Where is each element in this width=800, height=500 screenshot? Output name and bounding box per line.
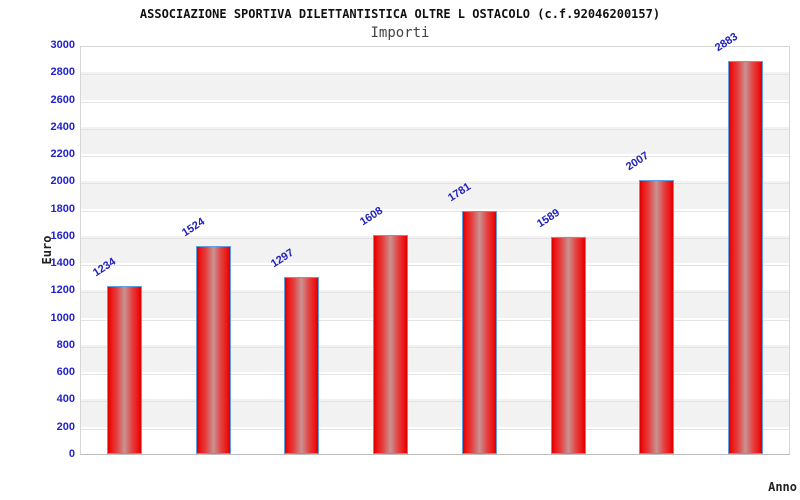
y-tick-label: 2000 <box>50 175 75 188</box>
bar <box>728 60 764 454</box>
plot-area <box>80 46 790 455</box>
y-tick-label: 2200 <box>50 148 75 161</box>
chart-subtitle: Importi <box>370 25 430 41</box>
bar <box>106 285 142 454</box>
y-tick-label: 1600 <box>50 229 75 242</box>
grid-band <box>81 72 789 100</box>
y-tick-label: 1200 <box>50 284 75 297</box>
grid-line <box>81 401 789 403</box>
grid-band <box>81 344 789 373</box>
grid-line <box>81 210 789 212</box>
y-tick-label: 600 <box>56 366 75 379</box>
bar <box>195 246 231 454</box>
grid-line <box>81 346 789 348</box>
y-tick-label: 400 <box>56 393 75 406</box>
grid-line <box>81 428 789 430</box>
bar <box>639 180 675 454</box>
grid-line <box>81 319 789 321</box>
bar <box>373 234 409 454</box>
grid-line <box>81 156 789 158</box>
grid-band <box>81 235 789 264</box>
grid-line <box>81 74 789 76</box>
y-tick-label: 0 <box>68 448 75 460</box>
chart-title: ASSOCIAZIONE SPORTIVA DILETTANTISTICA OL… <box>139 7 661 21</box>
y-tick-label: 1000 <box>50 311 75 324</box>
y-tick-label: 2800 <box>50 66 75 79</box>
grid-line <box>81 101 789 103</box>
y-tick-label: 2600 <box>50 93 75 106</box>
grid-band <box>81 45 789 72</box>
grid-band <box>81 100 789 127</box>
grid-band <box>81 126 789 155</box>
grid-line <box>81 183 789 185</box>
bar <box>461 211 497 454</box>
grid-band <box>81 181 789 209</box>
grid-band <box>81 290 789 318</box>
grid-line <box>81 374 789 376</box>
grid-line <box>81 237 789 239</box>
grid-band <box>81 399 789 427</box>
y-tick-label: 1800 <box>50 202 75 215</box>
grid-line <box>81 128 789 130</box>
y-tick-label: 800 <box>56 338 75 351</box>
grid-line <box>81 265 789 267</box>
grid-band <box>81 427 789 454</box>
grid-line <box>81 292 789 294</box>
bar <box>284 277 320 454</box>
x-axis-title: Anno <box>768 480 797 494</box>
y-tick-label: 2400 <box>50 120 75 133</box>
grid-band <box>81 318 789 345</box>
y-tick-label: 3000 <box>50 39 75 51</box>
y-tick-label: 200 <box>56 420 75 433</box>
grid-band <box>81 154 789 181</box>
y-tick-label: 1400 <box>50 257 75 270</box>
grid-band <box>81 372 789 399</box>
grid-band <box>81 263 789 290</box>
bar <box>550 237 586 454</box>
